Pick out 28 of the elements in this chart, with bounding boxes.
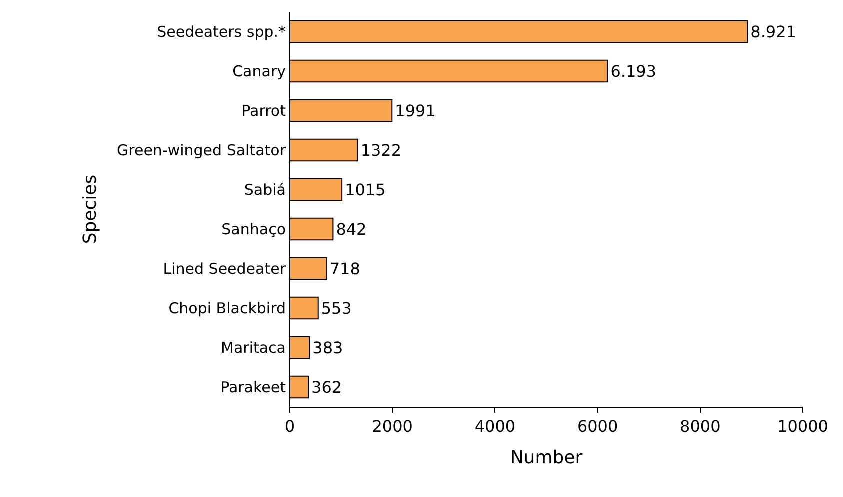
data-label: 1015 [345,180,386,200]
y-tick-label: Parakeet [220,378,286,396]
data-label: 383 [312,338,344,358]
y-axis-title: Species [80,174,102,244]
x-tick-label: 6000 [577,417,618,436]
y-tick-label: Lined Seedeater [163,260,287,278]
data-label: 1322 [360,140,402,160]
y-tick-label: Parrot [242,102,286,120]
x-tick-label: 2000 [372,417,413,436]
y-tick-label: Sabiá [244,181,286,199]
data-label: 718 [330,259,360,278]
data-label: 842 [336,220,367,239]
x-axis-title: Number [510,447,584,468]
x-tick-label: 0 [284,417,296,436]
y-tick-label: Chopi Blackbird [168,300,286,318]
x-tick-label: 8000 [680,417,721,436]
x-tick-label: 10000 [778,417,828,436]
data-label: 8.921 [750,22,796,42]
data-label: 6.193 [610,62,657,81]
y-tick-label: Green-winged Saltator [117,142,287,160]
data-label: 362 [312,378,342,397]
x-tick-label: 4000 [474,417,516,436]
data-label: 553 [321,298,352,318]
y-tick-label: Seedeaters spp.* [157,23,286,41]
y-tick-label: Maritaca [221,339,286,357]
y-tick-label: Canary [232,62,286,80]
data-label: 1991 [395,101,436,120]
y-tick-label: Sanhaço [222,220,286,238]
